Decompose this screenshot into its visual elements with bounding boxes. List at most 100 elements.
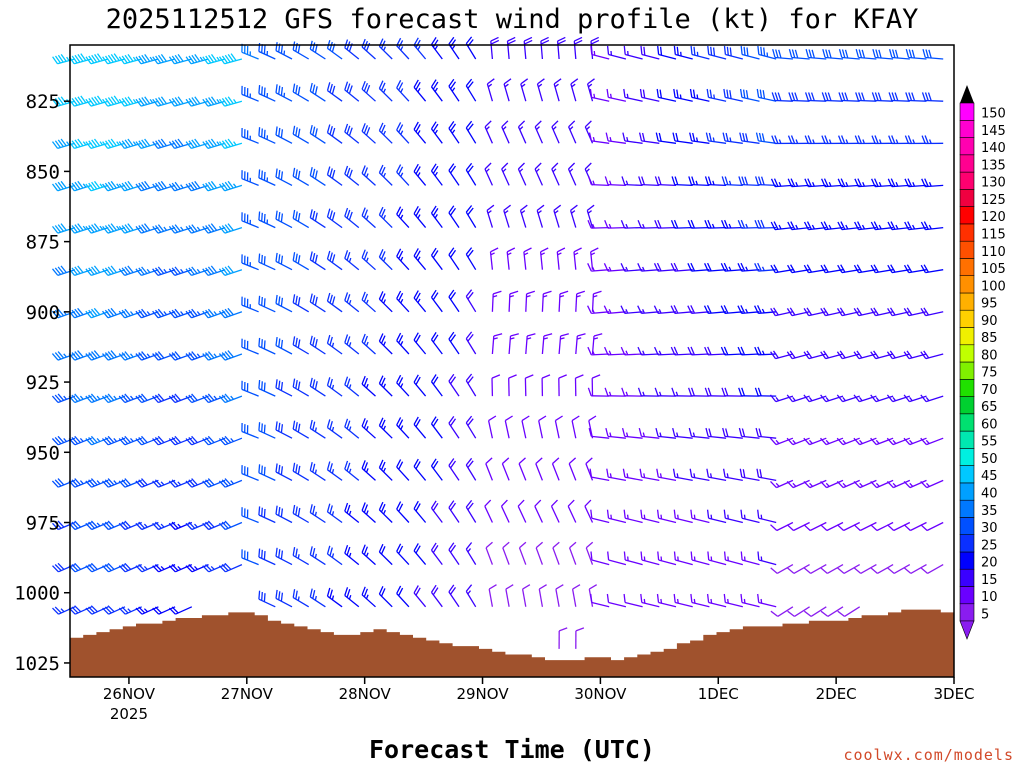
wind-barb — [292, 336, 310, 355]
wind-barb — [740, 45, 760, 60]
wind-barb — [820, 437, 844, 446]
wind-barb — [508, 374, 517, 397]
wind-barb — [518, 541, 527, 565]
wind-barb — [623, 551, 643, 566]
wind-barb — [571, 415, 580, 439]
y-axis: 825 850 875 900 925 950 975 1000 1025 — [14, 91, 70, 675]
wind-barb — [396, 501, 410, 523]
wind-barb — [361, 207, 376, 229]
wind-barb — [118, 308, 142, 319]
wind-barb — [853, 437, 877, 446]
wind-barb — [723, 45, 743, 60]
wind-barb — [292, 462, 310, 481]
wind-barb — [102, 478, 126, 488]
wind-barb — [361, 80, 376, 102]
wind-barb — [118, 180, 142, 192]
wind-barb — [673, 45, 693, 60]
wind-barb — [871, 92, 894, 102]
wind-barb — [657, 551, 677, 566]
wind-barb — [837, 135, 860, 145]
wind-barb — [309, 588, 326, 608]
colorbar-swatch — [959, 275, 975, 294]
wind-barb — [640, 509, 660, 524]
wind-barb — [588, 415, 597, 439]
wind-barb — [821, 92, 844, 102]
wind-barb — [487, 415, 497, 439]
site-credit[interactable]: coolwx.com/models — [843, 746, 1014, 764]
wind-barb — [326, 208, 343, 229]
wind-barb — [326, 334, 343, 355]
wind-barb — [558, 333, 569, 355]
wind-barb — [51, 265, 76, 277]
wind-barb — [756, 468, 777, 482]
wind-barb — [738, 387, 760, 397]
wind-barb — [486, 204, 495, 228]
wind-barb — [185, 266, 209, 277]
wind-barb — [135, 351, 159, 361]
wind-barb — [52, 520, 76, 531]
colorbar-label: 110 — [981, 245, 1006, 260]
wind-barb — [185, 224, 209, 234]
colorbar-swatch — [959, 586, 975, 605]
wind-barb — [920, 350, 944, 360]
wind-barb — [585, 457, 594, 481]
wind-barb — [152, 308, 176, 319]
wind-barb — [152, 266, 176, 277]
wind-barb — [541, 333, 553, 355]
colorbar-label: 15 — [981, 573, 998, 588]
wind-barb — [657, 45, 677, 60]
wind-barb — [638, 427, 660, 439]
wind-barb — [326, 124, 343, 144]
wind-barb — [85, 435, 109, 446]
wind-barb — [604, 176, 626, 187]
wind-barb — [502, 541, 510, 565]
wind-barb — [430, 205, 443, 228]
wind-barb — [413, 79, 427, 102]
wind-barb — [241, 338, 259, 355]
wind-barb — [309, 124, 326, 144]
wind-barb — [85, 53, 109, 65]
wind-barb — [486, 78, 495, 102]
colorbar-label: 65 — [981, 400, 998, 415]
wind-barb — [771, 135, 793, 145]
wind-barb — [905, 49, 927, 60]
colorbar-label: 115 — [981, 228, 1006, 243]
wind-barb — [241, 43, 259, 60]
wind-barb — [484, 120, 493, 144]
wind-barb — [870, 564, 894, 574]
wind-barb — [803, 437, 827, 446]
wind-barb — [921, 178, 944, 188]
wind-barb — [705, 427, 727, 439]
wind-barb — [51, 138, 76, 150]
wind-barb — [690, 509, 710, 524]
wind-barb — [508, 290, 519, 312]
wind-barb — [739, 468, 760, 482]
wind-barb — [623, 45, 643, 60]
wind-barb — [309, 419, 326, 439]
wind-barb — [309, 251, 326, 271]
wind-barb — [836, 479, 860, 489]
wind-barb — [853, 521, 877, 532]
colorbar-label: 40 — [981, 487, 998, 502]
wind-barb — [688, 176, 710, 187]
wind-barb — [344, 250, 360, 271]
wind-barb — [152, 138, 176, 150]
wind-barb — [501, 120, 510, 144]
wind-barb — [102, 223, 126, 234]
wind-barb — [770, 221, 793, 231]
wind-barb — [787, 178, 810, 188]
wind-barb — [118, 435, 142, 446]
wind-barb — [637, 387, 660, 397]
wind-barb — [605, 427, 626, 439]
wind-barb — [707, 45, 727, 60]
wind-barb — [517, 120, 527, 144]
wind-barb — [413, 500, 427, 523]
wind-barb — [152, 393, 176, 404]
x-tick-sublabel: 2025 — [110, 705, 148, 723]
wind-barb — [653, 262, 677, 272]
wind-barb — [621, 176, 643, 187]
wind-barb — [551, 162, 560, 186]
wind-barb — [590, 45, 610, 60]
wind-barb — [585, 541, 594, 565]
wind-barb — [723, 88, 743, 102]
